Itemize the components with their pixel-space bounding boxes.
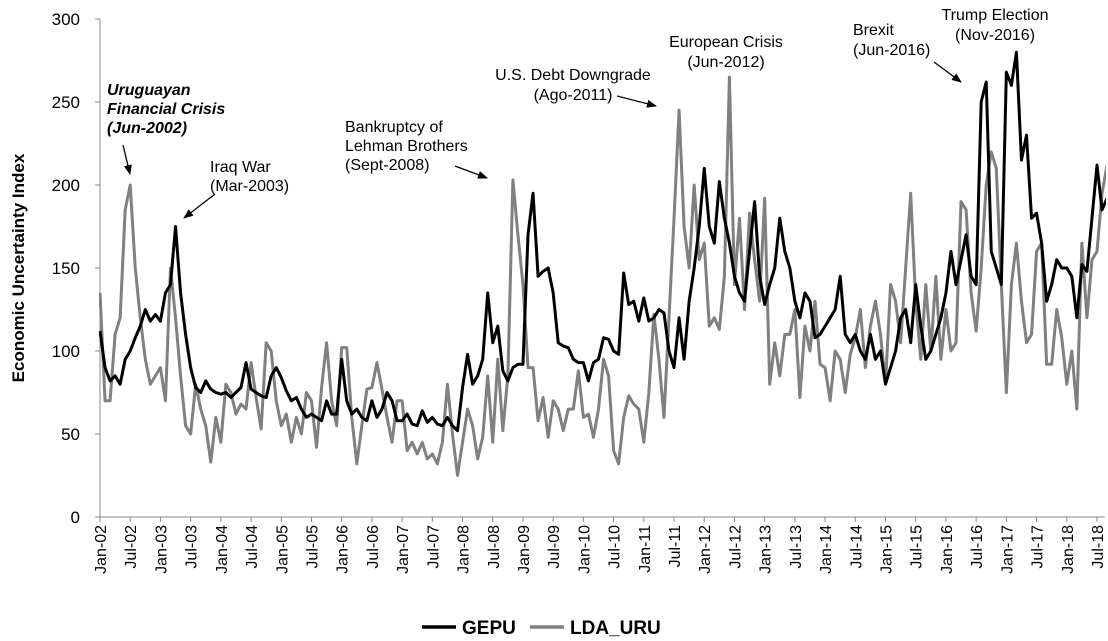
x-tick-label: Jan-07 bbox=[395, 525, 412, 574]
x-tick-label: Jan-18 bbox=[1060, 525, 1077, 574]
x-tick-label: Jul-16 bbox=[969, 525, 986, 569]
annotation-arrow bbox=[122, 144, 132, 175]
annotation-text: (Jun-2012) bbox=[687, 54, 764, 71]
annotation-text: (Sept-2008) bbox=[345, 157, 430, 174]
annotation-text: Financial Crisis bbox=[107, 101, 225, 118]
annotation-text: European Crisis bbox=[669, 34, 783, 51]
x-tick-label: Jul-02 bbox=[123, 525, 140, 569]
annotation-text: (Nov-2016) bbox=[955, 27, 1035, 44]
x-tick-label: Jan-12 bbox=[697, 525, 714, 574]
annotation-text: (Jun-2016) bbox=[853, 42, 930, 59]
annotation-text: U.S. Debt Downgrade bbox=[495, 67, 651, 84]
y-tick-label: 300 bbox=[52, 10, 80, 29]
x-tick-label: Jul-12 bbox=[727, 525, 744, 569]
plot-area bbox=[99, 50, 1106, 477]
annotation-arrow bbox=[933, 61, 962, 83]
x-tick-label: Jan-02 bbox=[93, 525, 110, 574]
annotation-text: (Ago-2011) bbox=[534, 87, 613, 104]
x-tick-label: Jul-17 bbox=[1030, 525, 1047, 569]
x-tick-label: Jul-10 bbox=[607, 525, 624, 569]
y-tick-label: 50 bbox=[61, 425, 80, 444]
x-tick-label: Jan-13 bbox=[758, 525, 775, 574]
annotation-text: (Mar-2003) bbox=[210, 178, 289, 195]
annotation-text: Trump Election bbox=[942, 7, 1049, 24]
x-tick-label: Jul-14 bbox=[848, 525, 865, 569]
x-tick-label: Jan-03 bbox=[153, 525, 170, 574]
annotation-text: Bankruptcy of bbox=[345, 119, 443, 136]
x-tick-label: Jan-10 bbox=[576, 525, 593, 574]
x-tick-label: Jul-07 bbox=[425, 525, 442, 569]
x-tick-label: Jan-11 bbox=[637, 525, 654, 573]
x-tick-label: Jul-06 bbox=[365, 525, 382, 569]
legend-label: LDA_URU bbox=[570, 618, 661, 639]
annotation-arrow bbox=[183, 193, 216, 219]
y-tick-label: 250 bbox=[52, 93, 80, 112]
y-axis-title: Economic Uncertainty Index bbox=[9, 153, 28, 382]
annotation-text: Brexit bbox=[853, 22, 894, 39]
x-tick-label: Jul-09 bbox=[546, 525, 563, 569]
legend-label: GEPU bbox=[462, 618, 516, 639]
annotation-arrow bbox=[616, 95, 657, 108]
y-tick-label: 100 bbox=[52, 342, 80, 361]
x-tick-label: Jul-18 bbox=[1090, 525, 1107, 569]
x-tick-label: Jan-06 bbox=[335, 525, 352, 574]
annotation-text: Uruguayan bbox=[107, 82, 191, 99]
y-tick-label: 150 bbox=[52, 259, 80, 278]
x-tick-label: Jan-08 bbox=[456, 525, 473, 574]
x-tick-label: Jul-03 bbox=[184, 525, 201, 569]
series-line bbox=[99, 75, 1106, 477]
x-tick-label: Jul-04 bbox=[244, 525, 261, 569]
annotation-text: Iraq War bbox=[210, 159, 271, 176]
x-tick-label: Jul-13 bbox=[788, 525, 805, 569]
x-tick-label: Jan-09 bbox=[516, 525, 533, 574]
annotation-text: (Jun-2002) bbox=[107, 120, 187, 137]
annotation-text: Lehman Brothers bbox=[345, 138, 468, 155]
x-tick-label: Jul-08 bbox=[486, 525, 503, 569]
y-tick-label: 0 bbox=[71, 508, 80, 527]
x-tick-label: Jul-11 bbox=[667, 525, 684, 567]
x-tick-label: Jan-16 bbox=[939, 525, 956, 574]
x-tick-label: Jan-17 bbox=[999, 525, 1016, 574]
x-tick-label: Jan-05 bbox=[274, 525, 291, 574]
x-tick-label: Jan-15 bbox=[879, 525, 896, 574]
x-tick-label: Jul-15 bbox=[909, 525, 926, 569]
x-tick-label: Jan-04 bbox=[214, 525, 231, 574]
x-tick-label: Jul-05 bbox=[304, 525, 321, 569]
y-tick-label: 200 bbox=[52, 176, 80, 195]
series-line bbox=[99, 50, 1106, 433]
x-tick-label: Jan-14 bbox=[818, 525, 835, 574]
annotation-arrow bbox=[454, 165, 488, 179]
